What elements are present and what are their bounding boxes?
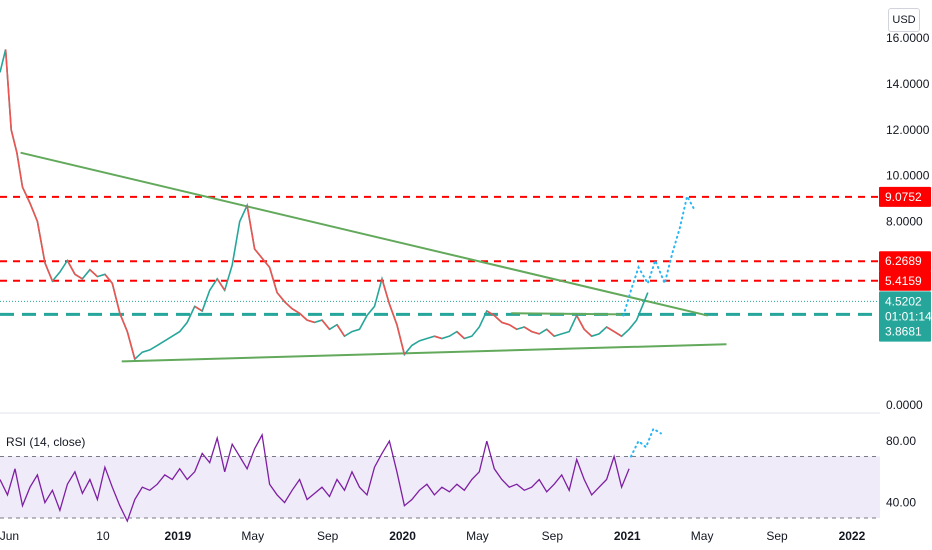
price-tick-label: 14.0000 (886, 77, 930, 91)
price-down-segment (508, 324, 518, 330)
rsi-projection-path (630, 427, 662, 458)
price-tick-label: 10.0000 (886, 169, 930, 183)
time-tick-label: Sep (766, 529, 788, 543)
price-pane (0, 49, 880, 414)
price-down-segment (336, 324, 346, 337)
time-tick-label: Jun (0, 529, 19, 543)
time-tick-label: 2021 (614, 529, 641, 543)
rsi-tick-label: 40.00 (886, 496, 916, 510)
price-down-segment (546, 328, 555, 337)
price-down-segment (388, 303, 398, 325)
price-down-segment (396, 324, 406, 355)
price-down-segment (299, 312, 308, 321)
price-down-segment (493, 314, 503, 324)
price-tag-bg (879, 186, 931, 207)
rsi-band (0, 456, 880, 518)
price-down-segment (531, 330, 540, 335)
price-tag: 6.2689 (879, 251, 931, 272)
price-tick-label: 16.0000 (886, 31, 930, 45)
price-projection-path (622, 193, 696, 317)
price-down-segment (261, 257, 271, 268)
price-down-segment (89, 269, 98, 278)
price-down-segment (36, 221, 46, 263)
time-tick-label: 2022 (839, 529, 866, 543)
price-down-segment (523, 326, 533, 333)
time-tick-label: May (466, 529, 489, 543)
price-tag-label: 5.4159 (885, 274, 922, 288)
price-tag-bg (879, 251, 931, 272)
price-tick-label: 8.0000 (886, 215, 923, 229)
rsi-pane (0, 427, 880, 523)
price-tag-bg (879, 321, 931, 342)
price-down-segment (276, 292, 286, 303)
price-tag-bg (879, 291, 931, 312)
price-down-segment (606, 326, 615, 333)
price-down-segment (321, 319, 331, 330)
price-tag: 4.5202 (879, 291, 931, 312)
price-down-segment (119, 312, 129, 332)
price-down-segment (66, 260, 76, 275)
price-down-segment (291, 307, 300, 314)
price-tag-label: 4.5202 (885, 294, 922, 308)
currency-selector[interactable]: USD (888, 8, 920, 32)
time-tick-label: Sep (542, 529, 564, 543)
price-down-segment (268, 267, 278, 293)
price-axis: 16.0000 14.0000 12.0000 10.0000 8.0000 0.0000… (879, 31, 932, 510)
price-tick-label: 12.0000 (886, 123, 930, 137)
price-down-segment (216, 278, 226, 291)
price-down-segment (583, 328, 593, 337)
price-down-segment (501, 321, 510, 326)
price-down-segment (306, 319, 315, 324)
price-down-segment (4, 49, 13, 130)
price-tag: 3.8681 (879, 321, 931, 342)
price-down-segment (21, 186, 31, 204)
price-down-segment (613, 330, 623, 337)
price-tag-label: 01:01:14 (885, 310, 932, 324)
price-down-segment (111, 283, 121, 314)
time-tick-label: Sep (317, 529, 339, 543)
rsi-indicator-label: RSI (14, close) (6, 435, 85, 449)
price-down-segment (29, 202, 39, 222)
price-down-segment (246, 205, 256, 250)
price-down-segment (284, 301, 293, 310)
price-down-segment (254, 248, 263, 259)
price-tag-label: 6.2689 (885, 254, 922, 268)
trendline (20, 151, 708, 317)
price-down-segment (126, 331, 136, 360)
price-tag-label: 9.0752 (885, 190, 922, 204)
price-down-segment (575, 315, 585, 330)
price-down-segment (194, 305, 203, 312)
price-tag-bg (879, 270, 931, 291)
trendline (121, 343, 727, 363)
trendline (511, 312, 622, 316)
time-tick-label: 2019 (165, 529, 192, 543)
price-down-segment (74, 273, 83, 280)
price-tag: 5.4159 (879, 270, 931, 291)
rsi-tick-label: 80.00 (886, 434, 916, 448)
price-down-segment (104, 273, 113, 284)
price-down-segment (486, 310, 495, 317)
price-down-segment (10, 129, 18, 153)
time-tick-label: May (241, 529, 264, 543)
time-tick-label: 2020 (389, 529, 416, 543)
price-down-segment (456, 331, 465, 340)
price-down-segment (434, 335, 443, 340)
time-tick-label: May (691, 529, 714, 543)
price-down-segment (44, 262, 54, 282)
price-tag-label: 3.8681 (885, 325, 922, 339)
price-tag: 9.0752 (879, 186, 931, 207)
price-down-segment (381, 278, 391, 305)
time-tick-label: 10 (96, 529, 110, 543)
price-down-segment (16, 152, 24, 188)
price-series-line (0, 49, 649, 361)
rsi-series-line (0, 432, 630, 523)
price-tick-label: 0.0000 (886, 398, 923, 412)
time-axis: Jun 10 2019 May Sep 2020 May Sep 2021 May Sep 2022 (0, 529, 866, 543)
